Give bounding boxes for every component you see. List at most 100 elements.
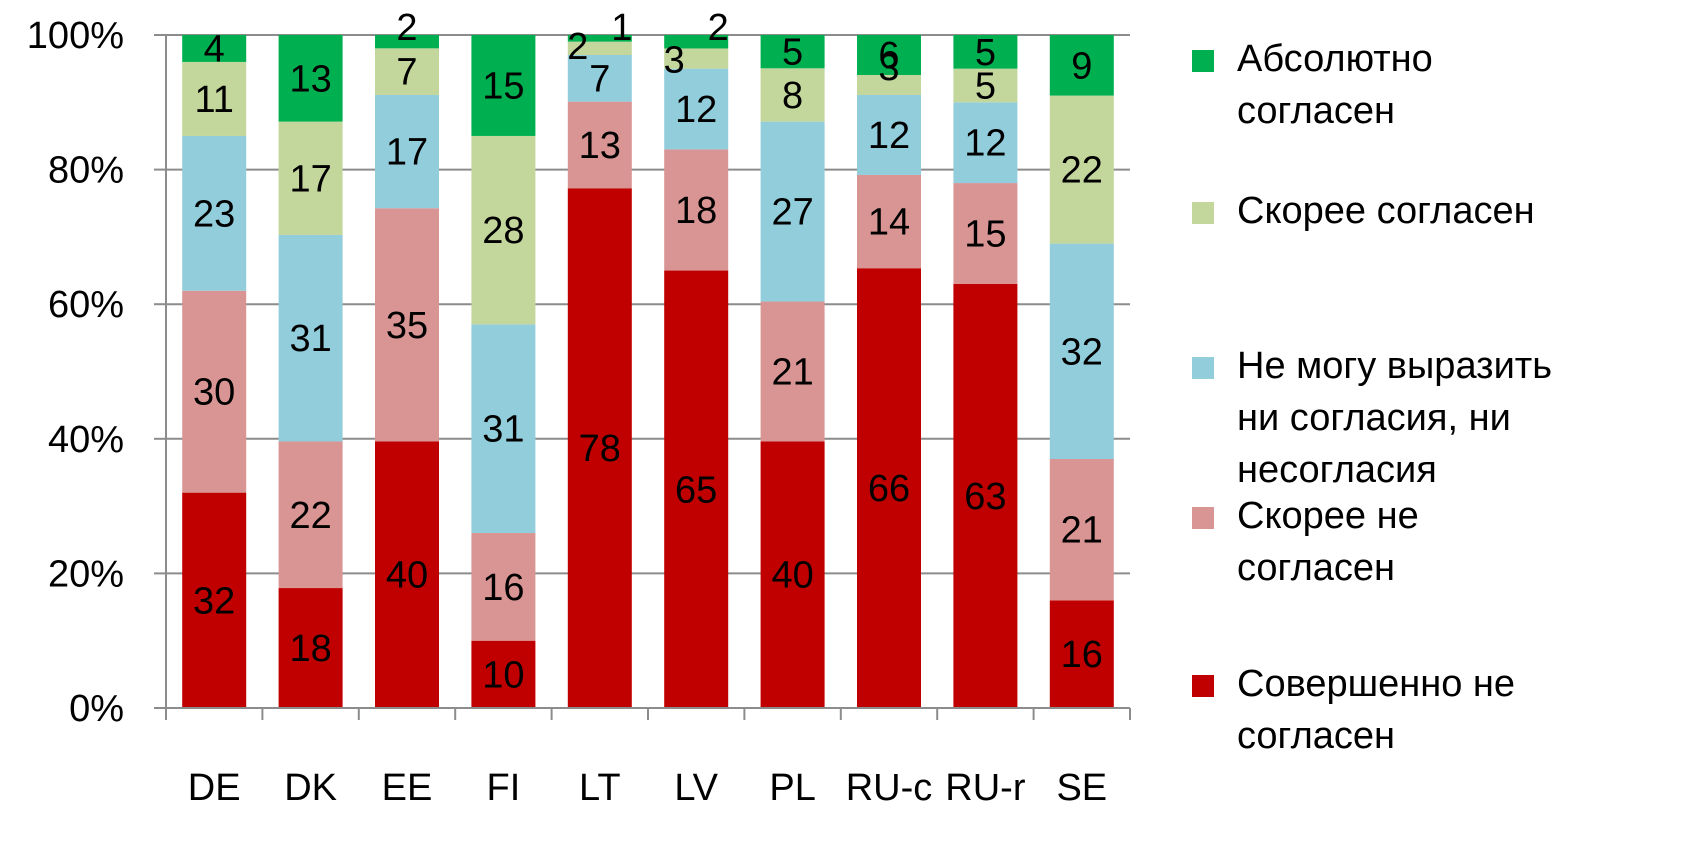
data-label: 15 — [482, 65, 524, 107]
y-tick-label: 40% — [48, 419, 124, 461]
bar-segment — [278, 35, 343, 122]
bar-segment — [1049, 458, 1114, 601]
bar-segment — [953, 35, 1018, 69]
data-label: 40 — [386, 555, 428, 597]
data-label: 31 — [289, 318, 331, 360]
data-label: 32 — [193, 580, 235, 622]
legend-label: ни согласия, ни — [1237, 397, 1511, 439]
data-label: 9 — [1071, 45, 1092, 87]
bar-segment — [375, 94, 439, 209]
data-label: 32 — [1061, 331, 1103, 373]
data-label: 28 — [482, 210, 524, 252]
bar-segment — [375, 48, 439, 95]
bar-segment — [567, 188, 632, 708]
data-label: 8 — [782, 75, 803, 117]
bar-segment — [471, 135, 536, 325]
bar-segment — [760, 68, 825, 122]
data-label: 3 — [664, 40, 685, 82]
x-tick-label: RU-c — [846, 767, 933, 809]
data-label: 22 — [1061, 150, 1103, 192]
data-label: 17 — [386, 132, 428, 174]
data-label: 18 — [675, 190, 717, 232]
legend-swatch — [1192, 357, 1214, 379]
y-tick-label: 20% — [48, 553, 124, 595]
data-label: 11 — [194, 79, 233, 121]
bar-segment — [278, 441, 343, 589]
bar-segment — [567, 41, 632, 55]
data-label: 17 — [289, 158, 331, 200]
data-label: 66 — [868, 468, 910, 510]
legend-swatch — [1192, 202, 1214, 224]
data-label: 23 — [193, 193, 235, 235]
data-label: 2 — [567, 26, 588, 68]
bar-segment — [278, 588, 343, 708]
y-tick-label: 80% — [48, 150, 124, 192]
bar-segment — [375, 441, 439, 708]
bar-segment — [953, 68, 1018, 103]
bar-segment — [471, 640, 536, 708]
legend-label: Абсолютно — [1237, 38, 1433, 80]
legend-label: согласен — [1237, 547, 1395, 589]
x-tick-label: LT — [579, 767, 621, 809]
data-label: 5 — [782, 32, 803, 74]
bars — [182, 35, 1114, 708]
bar-segment — [1049, 35, 1114, 96]
bar-segment — [857, 74, 921, 95]
legend-label: согласен — [1237, 715, 1395, 757]
legend-swatch — [1192, 50, 1214, 72]
bar-segment — [857, 94, 921, 175]
data-label: 5 — [975, 65, 996, 107]
data-label: 1 — [611, 7, 632, 49]
data-label: 63 — [964, 476, 1006, 518]
data-label: 7 — [396, 52, 417, 94]
x-tick-label: FI — [487, 767, 521, 809]
data-label: 10 — [482, 654, 524, 696]
bar-segment — [182, 135, 247, 291]
bar-segment — [664, 68, 729, 150]
bar-segment — [664, 270, 729, 708]
data-labels: 3230231141822311713403517721016312815781… — [193, 7, 1103, 696]
bar-segment — [664, 48, 729, 69]
bar-segment — [664, 149, 729, 271]
bar-segment — [760, 301, 825, 442]
x-tick-label: EE — [382, 767, 433, 809]
data-label: 7 — [589, 58, 610, 100]
y-tick-label: 0% — [69, 688, 124, 730]
x-tick-label: DK — [284, 767, 337, 809]
bar-segment — [760, 441, 825, 708]
data-label: 14 — [868, 202, 910, 244]
data-label: 21 — [771, 352, 813, 394]
data-label: 2 — [396, 7, 417, 49]
data-label: 15 — [964, 214, 1006, 256]
bar-segment — [278, 234, 343, 442]
data-label: 16 — [482, 567, 524, 609]
legend-label: Совершенно не — [1237, 663, 1515, 705]
bar-segment — [1049, 243, 1114, 459]
bar-segment — [375, 208, 439, 442]
bar-segment — [375, 35, 439, 49]
data-label: 78 — [579, 428, 621, 470]
bar-segment — [471, 35, 536, 136]
y-tick-label: 60% — [48, 284, 124, 326]
data-label: 5 — [975, 32, 996, 74]
legend-label: согласен — [1237, 90, 1395, 132]
bar-segment — [1049, 95, 1114, 244]
data-label: 18 — [289, 628, 331, 670]
data-label: 3 — [878, 47, 899, 89]
legend-label: несогласия — [1237, 449, 1437, 491]
data-label: 12 — [868, 115, 910, 157]
bar-segment — [857, 35, 921, 75]
bar-segment — [953, 102, 1018, 184]
bar-segment — [278, 121, 343, 235]
data-label: 30 — [193, 372, 235, 414]
bar-segment — [471, 324, 536, 534]
bar-segment — [953, 284, 1018, 708]
legend-label: Скорее не — [1237, 495, 1419, 537]
data-label: 12 — [964, 123, 1006, 165]
data-label: 16 — [1061, 634, 1103, 676]
bar-segment — [567, 101, 632, 189]
data-label: 4 — [204, 28, 225, 70]
data-label: 22 — [289, 495, 331, 537]
data-label: 2 — [708, 7, 729, 49]
bar-segment — [760, 35, 825, 69]
